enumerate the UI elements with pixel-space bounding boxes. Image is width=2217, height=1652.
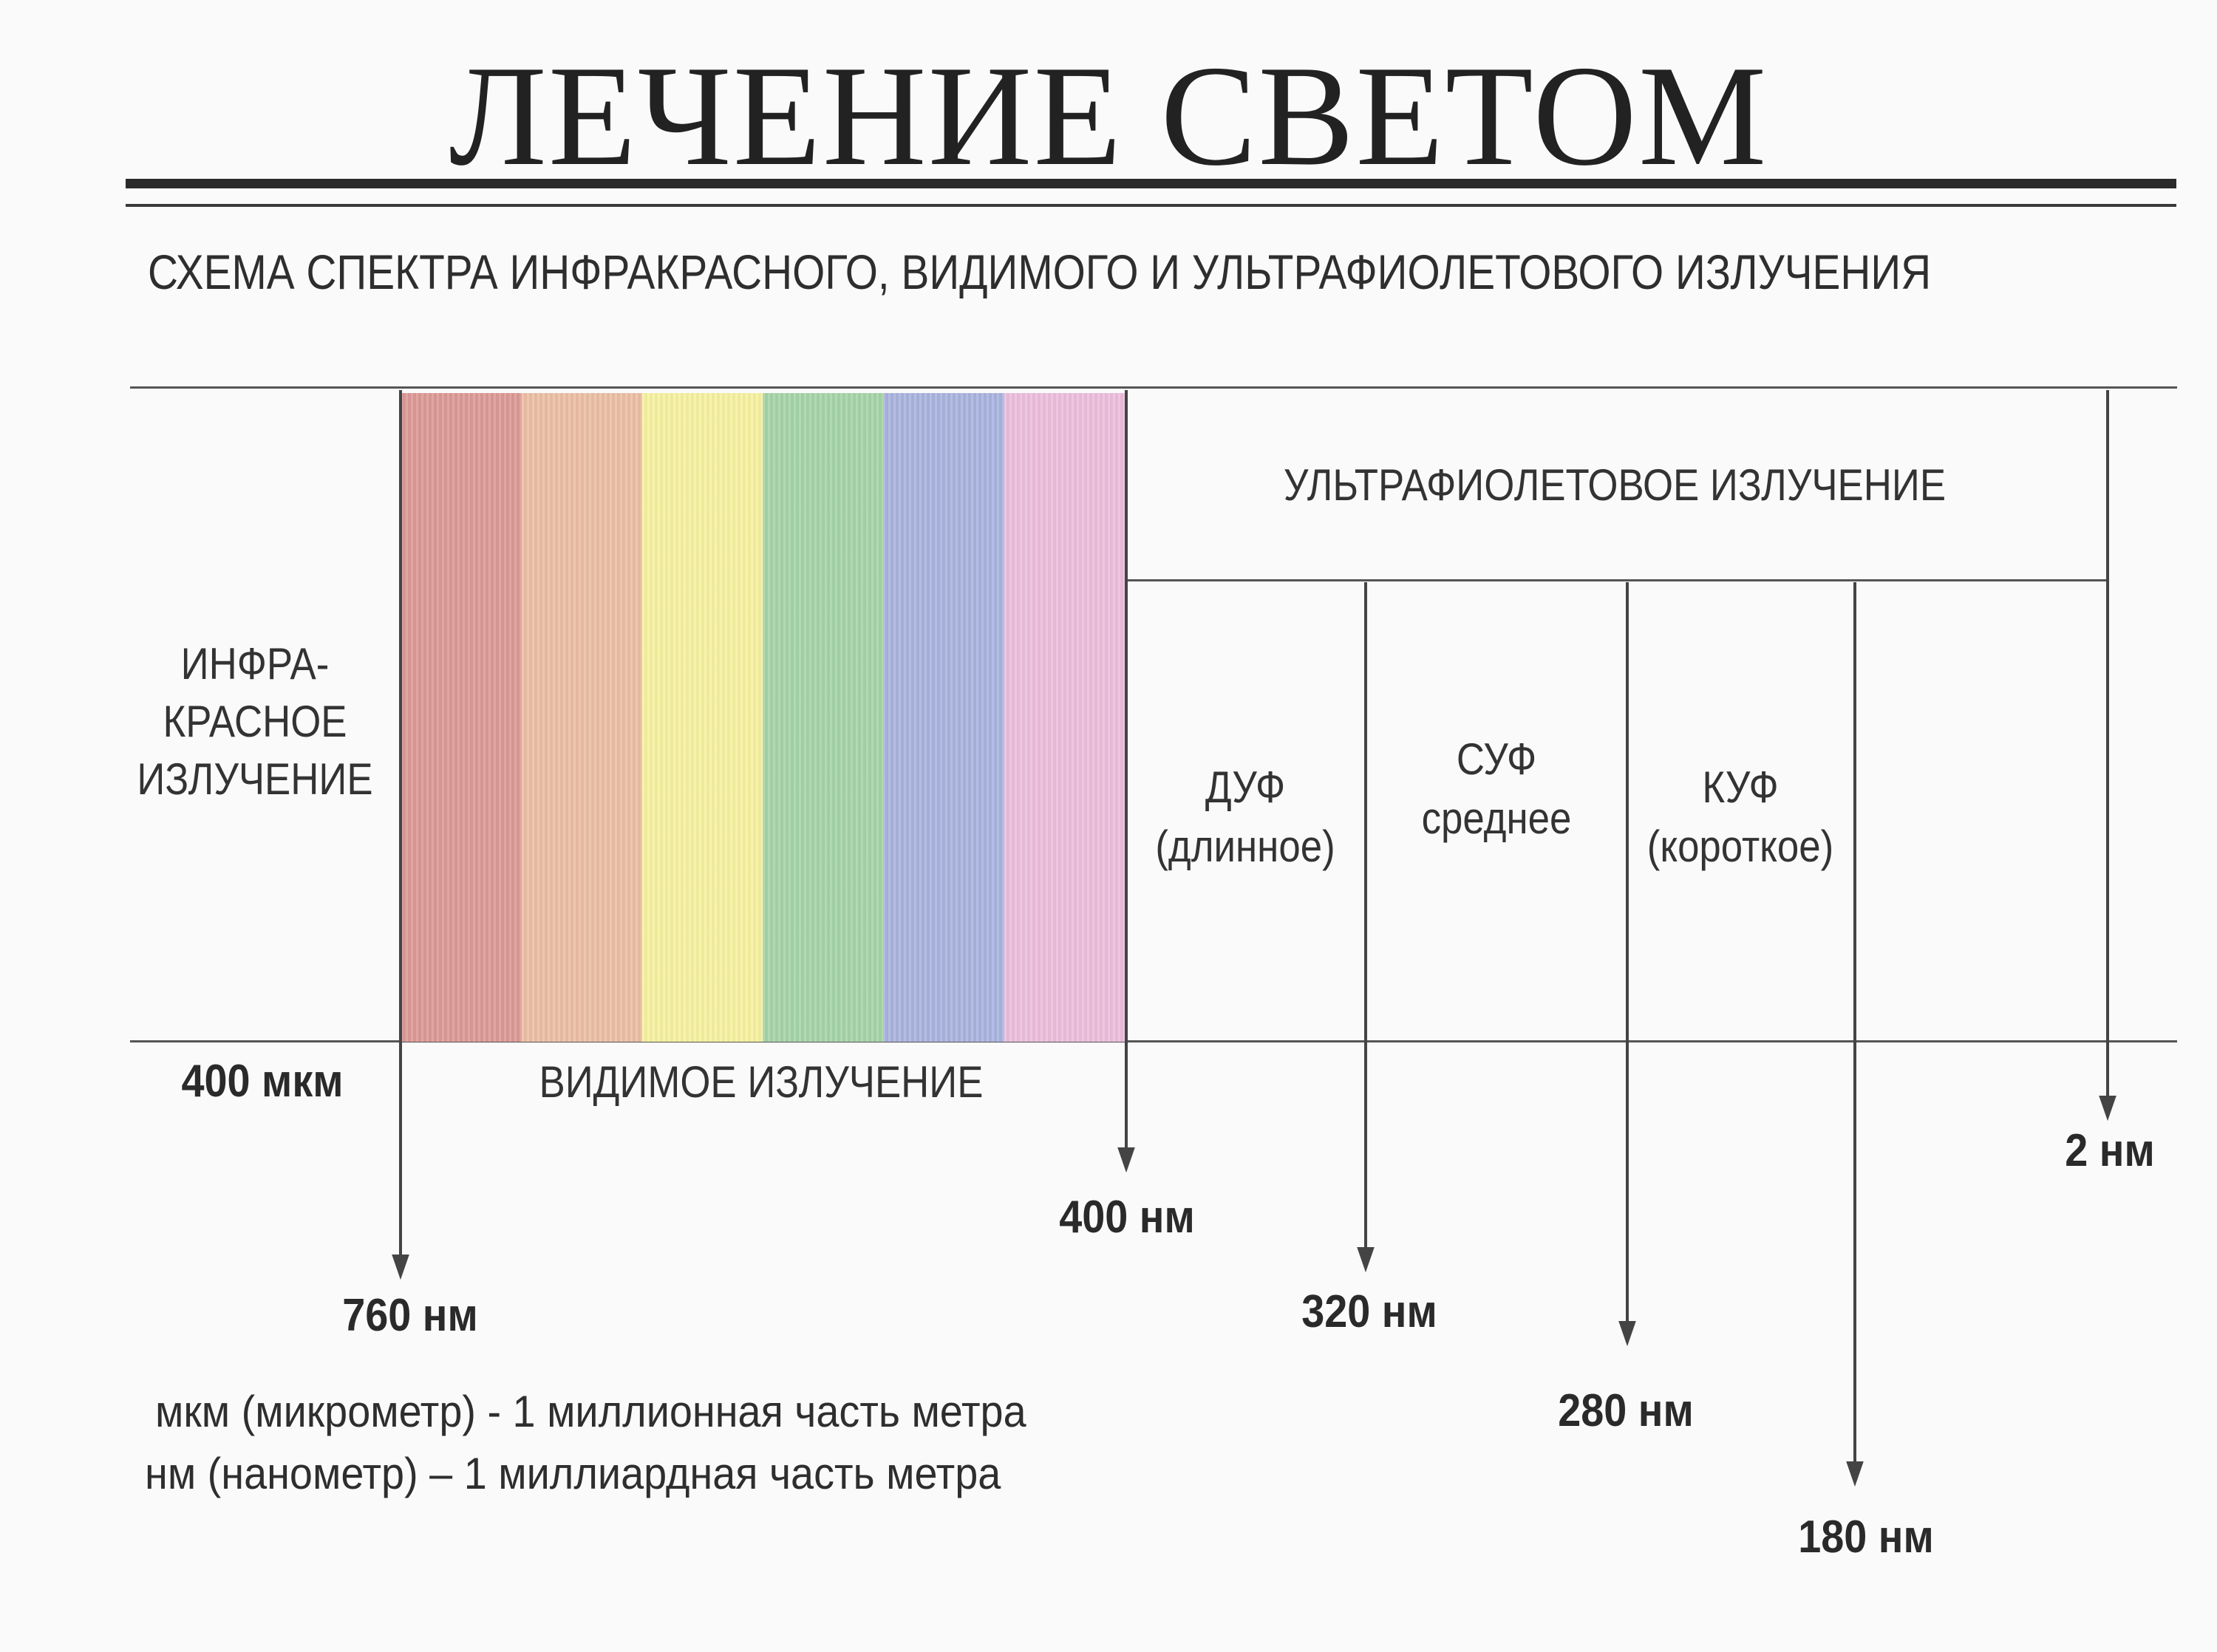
arrow-760nm xyxy=(392,390,409,1280)
uv-medium-name: СУФ xyxy=(1456,734,1537,784)
title-rule-thin xyxy=(126,204,2176,207)
uv-label: УЛЬТРАФИОЛЕТОВОЕ ИЗЛУЧЕНИЕ xyxy=(1283,460,1947,510)
mark-2nm: 2 нм xyxy=(2065,1125,2155,1176)
unit-note-nanometer: нм (нанометр) – 1 миллиардная часть метр… xyxy=(145,1449,1001,1498)
arrow-180nm xyxy=(1846,582,1864,1487)
arrow-280nm xyxy=(1618,582,1636,1347)
bottom-horizontal-line xyxy=(130,1040,2177,1042)
uv-short-desc: (короткое) xyxy=(1646,822,1834,871)
visible-label: ВИДИМОЕ ИЗЛУЧЕНИЕ xyxy=(539,1057,984,1107)
spectrum-band-yellow xyxy=(642,393,763,1042)
spectrum-band-blue xyxy=(883,393,1004,1042)
diagram-subtitle: СХЕМА СПЕКТРА ИНФРАКРАСНОГО, ВИДИМОГО И … xyxy=(148,245,1932,299)
uv-divider-line xyxy=(1125,579,2108,581)
spectrum-band-red xyxy=(401,393,522,1042)
spectrum-band-green xyxy=(763,393,883,1042)
uv-long-desc: (длинное) xyxy=(1155,822,1335,871)
arrow-320nm xyxy=(1357,582,1375,1273)
unit-note-micrometer: мкм (микрометр) - 1 миллионная часть мет… xyxy=(155,1387,1026,1436)
mark-400-micrometer: 400 мкм xyxy=(181,1056,344,1107)
mark-400nm: 400 нм xyxy=(1059,1192,1195,1243)
top-horizontal-line xyxy=(130,386,2177,389)
infrared-label-line2: КРАСНОЕ xyxy=(163,697,347,746)
mark-180nm: 180 нм xyxy=(1798,1512,1934,1563)
title-rule-thick xyxy=(126,179,2176,188)
mark-280nm: 280 нм xyxy=(1558,1385,1694,1436)
spectrum-band-orange xyxy=(522,393,642,1042)
uv-long-label: ДУФ (длинное) xyxy=(1145,758,1346,876)
page-title: ЛЕЧЕНИЕ СВЕТОМ xyxy=(449,36,1768,196)
uv-short-name: КУФ xyxy=(1702,762,1779,812)
uv-long-name: ДУФ xyxy=(1205,762,1286,812)
infrared-label: ИНФРА- КРАСНОЕ ИЗЛУЧЕНИЕ xyxy=(134,635,375,808)
arrow-400nm xyxy=(1117,390,1135,1173)
infrared-label-line3: ИЗЛУЧЕНИЕ xyxy=(137,754,373,804)
uv-medium-desc: среднее xyxy=(1421,793,1572,843)
spectrum-band-violet xyxy=(1004,393,1125,1042)
uv-short-label: КУФ (короткое) xyxy=(1640,758,1842,876)
infrared-label-line1: ИНФРА- xyxy=(180,639,330,689)
mark-320nm: 320 нм xyxy=(1301,1286,1437,1337)
uv-medium-label: СУФ среднее xyxy=(1396,730,1598,848)
arrow-2nm xyxy=(2099,390,2116,1122)
mark-760nm: 760 нм xyxy=(342,1290,478,1341)
